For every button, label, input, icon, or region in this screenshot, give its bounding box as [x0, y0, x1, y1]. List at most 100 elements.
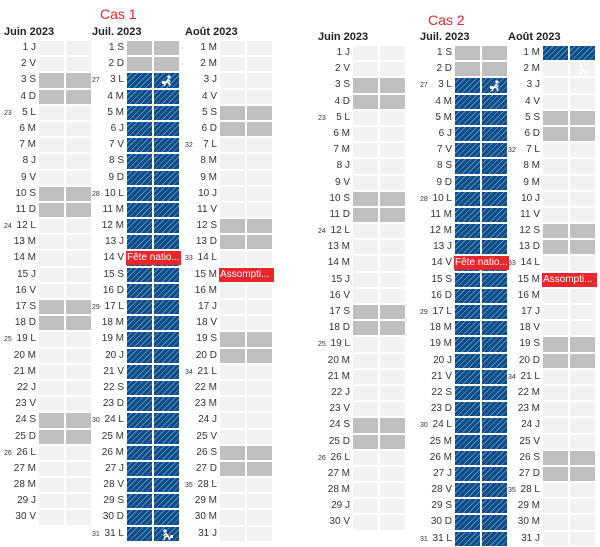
day-cell-secondary[interactable] [65, 40, 92, 57]
day-row[interactable]: 11 M [420, 206, 508, 224]
day-cell-primary[interactable] [454, 352, 481, 369]
day-row[interactable]: 12 M [420, 223, 508, 240]
day-cell-primary[interactable] [38, 282, 65, 299]
day-row[interactable]: 18 V [508, 320, 596, 337]
day-cell-primary[interactable] [126, 379, 153, 397]
day-cell-primary[interactable] [542, 109, 569, 126]
day-cell-primary[interactable] [126, 137, 153, 154]
day-row[interactable]: 23 D [92, 396, 180, 413]
day-cell-primary[interactable] [454, 287, 481, 304]
day-cell-primary[interactable] [219, 299, 246, 316]
day-row[interactable]: 18 M [92, 315, 180, 332]
day-row[interactable]: 23 M [185, 396, 273, 413]
day-cell-secondary[interactable] [481, 174, 508, 191]
day-cell-secondary[interactable] [246, 185, 273, 202]
day-cell-secondary[interactable] [153, 185, 180, 202]
day-cell-secondary[interactable] [481, 498, 508, 515]
day-cell-secondary[interactable] [153, 477, 180, 494]
day-cell-secondary[interactable] [569, 498, 596, 515]
day-row[interactable]: 10 S [4, 185, 92, 202]
day-cell-primary[interactable] [38, 363, 65, 380]
day-cell-primary[interactable] [542, 384, 569, 402]
day-cell-secondary[interactable] [153, 379, 180, 397]
day-cell-secondary[interactable] [246, 250, 273, 267]
day-row[interactable]: 34 21 L [508, 368, 596, 385]
day-row[interactable]: 30 M [508, 514, 596, 531]
day-cell-secondary[interactable] [65, 218, 92, 235]
day-cell-primary[interactable] [352, 336, 379, 353]
day-cell-primary[interactable] [219, 153, 246, 170]
day-cell-primary[interactable] [219, 493, 246, 510]
day-cell-primary[interactable] [542, 482, 569, 499]
day-cell-primary[interactable] [38, 153, 65, 170]
day-row[interactable]: 30 D [420, 514, 508, 531]
day-cell-secondary[interactable] [569, 514, 596, 531]
day-cell-secondary[interactable] [569, 206, 596, 224]
day-row[interactable]: 25 M [92, 428, 180, 445]
day-cell-secondary[interactable] [153, 331, 180, 348]
day-cell-primary[interactable] [38, 201, 65, 219]
day-row[interactable]: 24 J [508, 417, 596, 434]
day-cell-secondary[interactable] [153, 412, 180, 429]
day-row[interactable]: 19 M [92, 331, 180, 348]
day-cell-primary[interactable] [352, 417, 379, 434]
day-cell-secondary[interactable] [246, 460, 273, 478]
day-row[interactable]: 16 V [4, 282, 92, 299]
day-row[interactable]: 24 12 L [4, 218, 92, 235]
day-row[interactable]: 22 S [92, 379, 180, 397]
day-cell-primary[interactable] [352, 93, 379, 110]
day-cell-secondary[interactable] [569, 530, 596, 547]
day-cell-primary[interactable] [126, 185, 153, 202]
day-row[interactable]: 6 D [508, 125, 596, 143]
day-row[interactable]: 8 J [318, 158, 406, 175]
day-cell-primary[interactable] [38, 266, 65, 283]
day-cell-secondary[interactable] [481, 449, 508, 466]
day-row[interactable]: 29 17 L [420, 304, 508, 321]
day-cell-secondary[interactable] [569, 45, 596, 62]
day-row[interactable]: 26 S [508, 449, 596, 466]
day-cell-primary[interactable] [542, 206, 569, 224]
day-cell-primary[interactable] [219, 315, 246, 332]
day-cell-primary[interactable] [219, 396, 246, 413]
day-row[interactable]: 20 M [318, 352, 406, 369]
day-cell-primary[interactable] [542, 320, 569, 337]
day-row[interactable]: 12 S [508, 223, 596, 240]
day-row[interactable]: 13 M [318, 239, 406, 256]
day-cell-primary[interactable] [38, 88, 65, 105]
day-cell-primary[interactable] [126, 477, 153, 494]
day-row[interactable]: 2 V [318, 61, 406, 78]
day-row[interactable]: 2 M [185, 56, 273, 73]
day-row[interactable]: 25 V [508, 433, 596, 450]
day-row[interactable]: 11 V [508, 206, 596, 224]
day-cell-secondary[interactable] [153, 509, 180, 526]
day-cell-secondary[interactable] [65, 493, 92, 510]
day-row[interactable]: 5 S [508, 109, 596, 126]
day-row[interactable]: 18 M [420, 320, 508, 337]
day-row[interactable]: 1 M [508, 45, 596, 62]
day-cell-primary[interactable] [38, 379, 65, 397]
day-cell-secondary[interactable] [379, 271, 406, 288]
day-cell-primary[interactable] [542, 287, 569, 304]
day-cell-primary[interactable] [38, 250, 65, 267]
day-cell-secondary[interactable] [569, 384, 596, 402]
day-cell-primary[interactable] [219, 40, 246, 57]
day-row[interactable]: 4 V [185, 88, 273, 105]
day-cell-primary[interactable] [542, 142, 569, 159]
day-cell-secondary[interactable] [65, 299, 92, 316]
day-cell-secondary[interactable] [569, 433, 596, 450]
day-cell-primary[interactable] [542, 336, 569, 353]
day-cell-secondary[interactable] [246, 104, 273, 121]
day-cell-secondary[interactable] [569, 174, 596, 191]
day-cell-secondary[interactable] [153, 234, 180, 251]
day-cell-secondary[interactable] [153, 153, 180, 170]
day-cell-secondary[interactable] [481, 109, 508, 126]
day-cell-secondary[interactable] [481, 271, 508, 288]
day-cell-primary[interactable] [454, 417, 481, 434]
day-cell-primary[interactable] [38, 412, 65, 429]
day-row[interactable]: 25 19 L [4, 331, 92, 348]
day-cell-primary[interactable] [38, 72, 65, 89]
day-cell-primary[interactable] [454, 368, 481, 385]
day-cell-secondary[interactable] [246, 331, 273, 348]
day-cell-secondary[interactable] [481, 417, 508, 434]
day-row[interactable]: 23 V [4, 396, 92, 413]
